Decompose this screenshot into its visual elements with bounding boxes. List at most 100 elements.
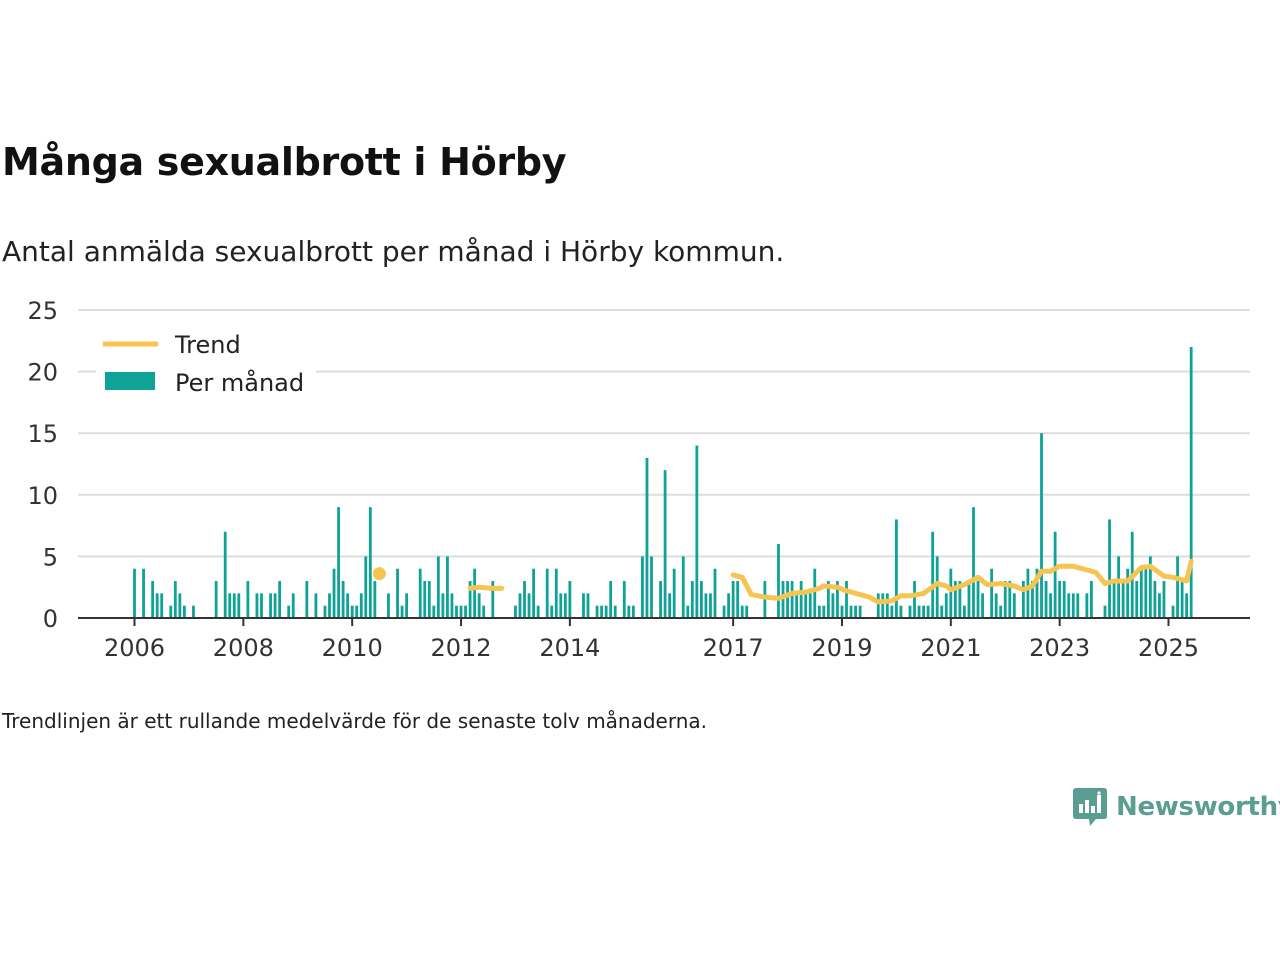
bar [1126,568,1130,618]
bar [1153,581,1157,618]
footnote: Trendlinjen är ett rullande medelvärde f… [2,709,708,733]
bar [858,605,862,618]
y-tick-label: 25 [27,297,58,325]
bar [237,593,241,618]
bar [355,605,359,618]
bar [931,531,935,618]
bar [836,581,839,618]
bar [849,605,853,618]
bar [133,568,136,618]
y-tick-label: 5 [43,543,58,571]
bar [273,593,277,618]
bar [940,605,944,618]
bar [350,605,354,618]
bar [1139,568,1143,618]
bar [1035,568,1039,618]
bar [967,581,971,618]
bar [881,593,885,618]
bar [699,581,703,618]
bar [972,507,975,618]
bar [151,581,155,618]
bar [609,581,613,618]
x-tick-label: 2021 [920,634,981,662]
bar [1008,581,1012,618]
bar [1003,581,1007,618]
bar [1053,531,1057,618]
bar [464,605,467,618]
bar [1044,581,1048,618]
trend-line [467,584,505,591]
bar [727,593,730,618]
bar [323,605,327,618]
bar [563,593,567,618]
y-tick-label: 20 [27,359,58,387]
bar [246,581,250,618]
bar [1103,605,1107,618]
y-tick-label: 15 [27,420,58,448]
bar [337,507,340,618]
bar [650,556,653,618]
bar [554,568,558,618]
bar [278,581,282,618]
bar [613,605,617,618]
bar [804,593,808,618]
bar [400,605,404,618]
bar-series [133,346,1193,618]
bar [346,593,350,618]
bar [890,605,894,618]
bar [826,581,830,618]
bar [641,556,644,618]
trend-point [372,567,386,581]
bar [736,581,740,618]
bar [1185,593,1189,618]
bar [990,568,994,618]
bar [1108,519,1111,618]
bar [405,593,409,618]
bar [446,556,449,618]
x-tick-label: 2017 [703,634,764,662]
bar [314,593,318,618]
bar [777,544,780,618]
x-tick-label: 2025 [1138,634,1199,662]
bar [1026,568,1030,618]
bar [908,605,912,618]
bar [808,593,812,618]
bar [527,593,531,618]
bar [663,470,667,618]
bar [1189,346,1193,618]
bar [1021,581,1025,618]
bar [813,568,817,618]
bar [228,593,232,618]
bar [1031,581,1034,618]
bar [604,605,608,618]
bar [291,593,295,618]
bar [287,605,291,618]
bar [1071,593,1075,618]
bar [1058,581,1062,618]
x-tick-label: 2008 [213,634,274,662]
x-tick-label: 2023 [1029,634,1090,662]
bar [396,568,399,618]
bar [441,593,445,618]
bar [1012,593,1016,618]
bar [518,593,522,618]
bar [709,593,712,618]
bar [269,593,272,618]
bar [1121,581,1125,618]
bar [373,581,377,618]
bar [432,605,436,618]
bar [913,581,916,618]
bar [568,581,572,618]
bar [690,581,694,618]
newsworthy-logo-icon [1073,788,1107,826]
chart-subtitle: Antal anmälda sexualbrott per månad i Hö… [2,235,785,268]
bar [418,568,422,618]
bar [582,593,585,618]
bar [799,581,803,618]
bar [468,581,472,618]
bar [459,605,463,618]
bar [922,605,926,618]
bar [831,593,835,618]
bar [899,605,903,618]
bar [935,556,939,618]
